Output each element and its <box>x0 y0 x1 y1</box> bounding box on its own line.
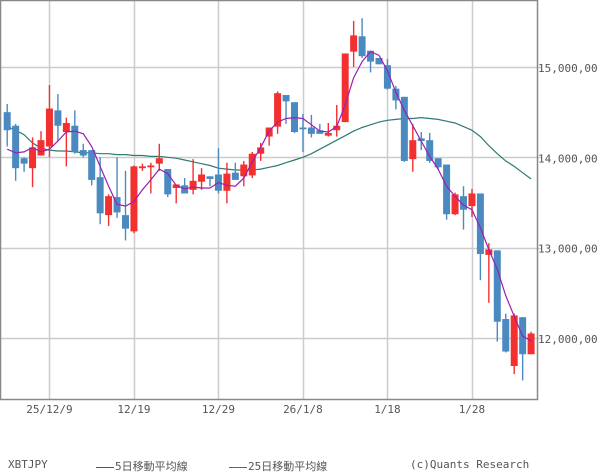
x-axis-labels: 25/12/9 12/19 12/29 26/1/8 1/18 1/28 <box>26 403 485 416</box>
candle-body <box>307 127 315 134</box>
candle-body <box>164 169 172 195</box>
ma5-swatch-icon <box>96 466 114 468</box>
candle-body <box>257 147 265 154</box>
candle-body <box>172 184 180 189</box>
x-tick-label: 26/1/8 <box>283 403 323 416</box>
candle-body <box>392 88 400 101</box>
candle-body <box>37 140 45 156</box>
candle-body <box>54 110 62 126</box>
candle-body <box>130 166 138 232</box>
candle-body <box>96 177 104 214</box>
candle-body <box>426 140 434 161</box>
candle-body <box>206 176 214 180</box>
x-tick-label: 25/12/9 <box>26 403 72 416</box>
ma5-line <box>6 50 532 342</box>
ma25-swatch-icon <box>229 466 247 468</box>
x-tick-label: 1/28 <box>459 403 486 416</box>
legend: XBTJPY 5日移動平均線 25日移動平均線 (c)Quants Resear… <box>0 458 600 474</box>
candle-body <box>324 132 332 136</box>
candle-body <box>189 180 197 190</box>
x-tick-label: 1/18 <box>374 403 401 416</box>
candles <box>3 18 535 381</box>
legend-ma5: 5日移動平均線 <box>96 458 188 474</box>
ma25-line <box>6 116 532 180</box>
candle-body <box>20 158 28 164</box>
x-tick-label: 12/19 <box>117 403 150 416</box>
candle-body <box>434 158 442 168</box>
y-axis-labels: 12,000,00 13,000,00 14,000,00 15,000,00 <box>538 62 598 346</box>
candle-body <box>468 193 476 207</box>
candle-body <box>88 150 96 180</box>
candle-body <box>29 147 37 169</box>
candle-body <box>45 108 53 147</box>
ma25-polyline <box>6 116 532 180</box>
x-tick-label: 12/29 <box>202 403 235 416</box>
candle-body <box>248 153 256 176</box>
candle-body <box>460 196 467 210</box>
candle-body <box>358 36 366 57</box>
y-tick-label: 15,000,00 <box>538 62 598 75</box>
y-tick-label: 13,000,00 <box>538 243 598 256</box>
candle-body <box>62 123 70 133</box>
candle-body <box>476 193 484 254</box>
candle-body <box>493 250 501 322</box>
candle-body <box>451 194 459 215</box>
candle-body <box>409 140 417 160</box>
candle-body <box>485 249 493 255</box>
candle-body <box>341 53 349 123</box>
candle-body <box>316 130 324 134</box>
candle-body <box>417 138 425 142</box>
candle-body <box>274 93 282 127</box>
candle-body <box>240 164 248 177</box>
candle-body <box>147 165 155 168</box>
candle-body <box>333 125 341 131</box>
y-tick-label: 14,000,00 <box>538 152 598 165</box>
candle-body <box>443 164 451 215</box>
candle-body <box>350 35 358 52</box>
legend-ma25-label: 25日移動平均線 <box>248 460 328 473</box>
candle-body <box>79 150 87 156</box>
ma5-polyline <box>6 50 532 342</box>
candle-body <box>138 166 146 169</box>
candle-body <box>502 319 510 352</box>
candle-body <box>231 172 239 180</box>
candle-body <box>155 158 163 164</box>
candle-body <box>527 333 535 355</box>
candle-body <box>367 50 375 62</box>
plot-border <box>0 0 539 401</box>
candle-body <box>510 315 518 366</box>
candle-body <box>282 95 290 102</box>
candle-body <box>105 196 113 216</box>
symbol-label: XBTJPY <box>8 458 48 471</box>
candle-body <box>400 96 408 161</box>
candle-body <box>122 215 129 229</box>
copyright: (c)Quants Research <box>410 458 530 471</box>
candle-body <box>12 125 20 169</box>
candle-body <box>223 173 231 191</box>
candle-body <box>3 112 11 131</box>
candle-body <box>383 65 391 89</box>
legend-ma25: 25日移動平均線 <box>229 458 327 474</box>
candle-body <box>198 174 206 182</box>
candle-body <box>375 57 383 65</box>
candle-body <box>299 127 307 130</box>
candle-body <box>71 125 79 152</box>
y-tick-label: 12,000,00 <box>538 333 598 346</box>
legend-ma5-label: 5日移動平均線 <box>115 460 188 473</box>
